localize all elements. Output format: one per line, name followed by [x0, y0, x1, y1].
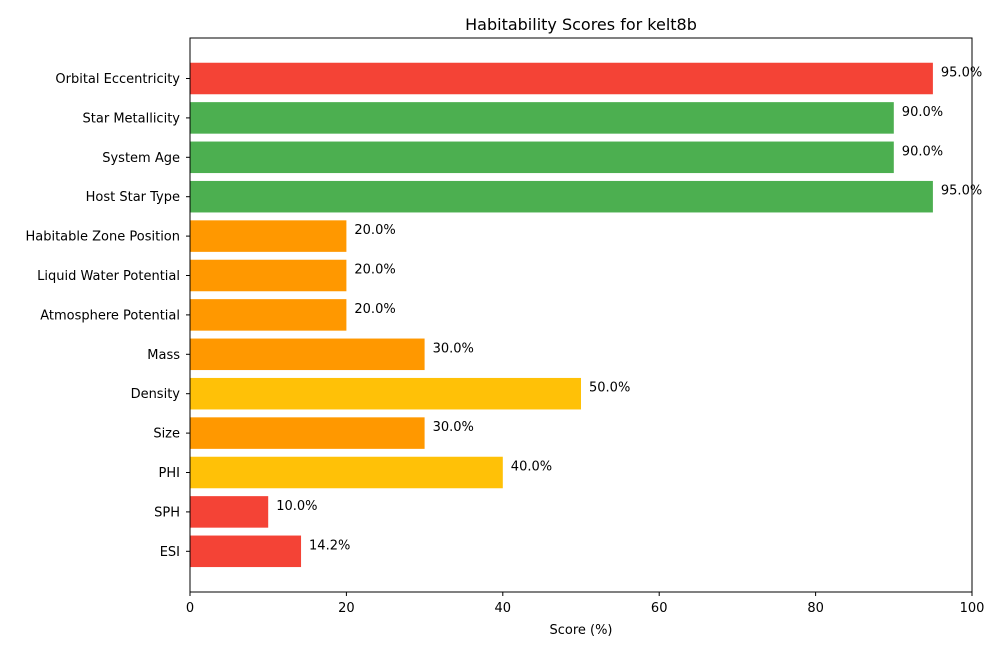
bar — [190, 496, 269, 528]
x-tick-label: 20 — [338, 601, 355, 616]
x-tick-label: 40 — [495, 601, 512, 616]
bar — [190, 377, 581, 410]
y-tick-label: Size — [153, 427, 180, 442]
y-tick-label: Orbital Eccentricity — [55, 72, 180, 87]
data-label: 40.0% — [511, 460, 552, 475]
x-tick-label: 60 — [651, 601, 668, 616]
bar — [190, 299, 347, 331]
x-tick-label: 100 — [960, 601, 985, 616]
bar — [190, 220, 347, 252]
bar — [190, 338, 425, 371]
x-axis-ticks: 0 20 40 60 80 100 — [186, 592, 985, 616]
data-label: 14.2% — [309, 538, 350, 553]
data-label: 10.0% — [276, 499, 317, 514]
y-tick-label: Density — [131, 387, 181, 402]
data-label: 20.0% — [354, 302, 395, 317]
bar — [190, 62, 933, 95]
y-tick-label: System Age — [102, 151, 180, 166]
data-label: 90.0% — [902, 105, 943, 120]
bar — [190, 102, 894, 134]
data-label: 90.0% — [902, 144, 943, 159]
bars-group — [190, 62, 933, 568]
bar — [190, 456, 503, 489]
bar — [190, 535, 302, 568]
y-tick-label: Liquid Water Potential — [37, 269, 180, 284]
y-tick-label: PHI — [159, 466, 180, 481]
chart-title: Habitability Scores for kelt8b — [465, 15, 697, 34]
y-tick-label: ESI — [160, 545, 180, 560]
plot-frame — [189, 37, 973, 593]
x-tick-label: 0 — [186, 601, 194, 616]
y-tick-label: Habitable Zone Position — [25, 230, 180, 245]
bar — [190, 141, 894, 174]
data-label: 95.0% — [941, 184, 982, 199]
y-tick-label: Host Star Type — [86, 190, 180, 205]
data-label: 20.0% — [354, 223, 395, 238]
category-labels: Orbital Eccentricity Star Metallicity Syst… — [25, 72, 190, 560]
data-label: 30.0% — [433, 341, 474, 356]
bar — [190, 259, 347, 292]
bar — [190, 180, 933, 213]
data-label: 95.0% — [941, 66, 982, 81]
data-label: 30.0% — [433, 420, 474, 435]
data-label: 50.0% — [589, 381, 630, 396]
y-tick-label: Star Metallicity — [83, 111, 181, 126]
data-label: 20.0% — [354, 263, 395, 278]
y-tick-label: Mass — [147, 348, 180, 363]
y-tick-label: Atmosphere Potential — [40, 308, 180, 323]
x-axis-label: Score (%) — [549, 623, 612, 638]
bar — [190, 417, 425, 449]
y-tick-label: SPH — [154, 505, 180, 520]
x-tick-label: 80 — [807, 601, 824, 616]
